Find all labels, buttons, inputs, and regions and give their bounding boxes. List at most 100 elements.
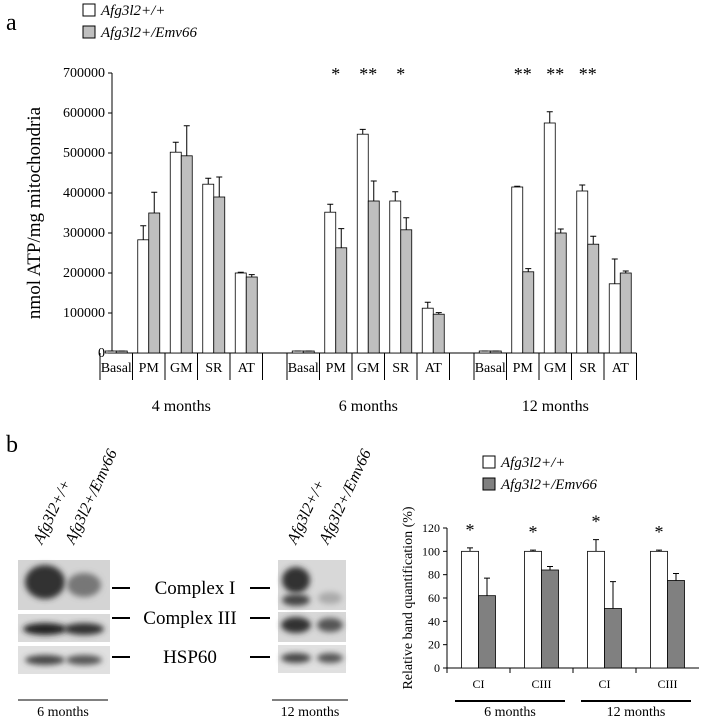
bar <box>461 550 479 669</box>
error-bar <box>327 203 334 213</box>
bar <box>148 212 161 354</box>
blot-band <box>25 565 65 599</box>
blot-band <box>281 617 311 633</box>
x-tick-label: CIII <box>658 677 678 691</box>
lane-label: Afg3l2+/Emv66 <box>316 447 375 548</box>
y-tick-label: 120 <box>422 521 440 535</box>
error-bar <box>590 235 597 245</box>
age-label: 12 months <box>281 705 340 720</box>
y-axis-title: nmol ATP/mg mitochondria <box>24 106 45 319</box>
blot-band <box>67 573 101 597</box>
bar <box>587 243 600 354</box>
legend-swatch <box>482 477 496 491</box>
x-tick-label: CI <box>599 677 611 691</box>
bar <box>524 550 542 669</box>
y-tick-label: 700000 <box>63 66 105 81</box>
x-tick-label: AT <box>612 361 630 376</box>
blot-band <box>317 653 343 663</box>
blot-band <box>23 623 67 635</box>
y-tick-label: 80 <box>428 568 440 582</box>
significance-label: * <box>466 520 475 540</box>
band-label: Complex I <box>155 578 236 599</box>
x-tick-label: SR <box>579 361 597 376</box>
bar <box>367 200 380 354</box>
bar <box>522 271 535 354</box>
bar <box>511 186 524 354</box>
bar <box>608 283 621 354</box>
band-label: HSP60 <box>163 647 217 668</box>
y-tick-label: 500000 <box>63 146 105 161</box>
significance-label: * <box>592 512 601 532</box>
bar <box>389 200 402 354</box>
error-bar <box>579 184 586 191</box>
y-tick-label: 200000 <box>63 266 105 281</box>
x-tick-label: GM <box>170 361 193 376</box>
y-tick-label: 0 <box>98 346 105 361</box>
bar <box>169 151 182 354</box>
bar <box>400 229 413 354</box>
error-bar <box>183 125 190 156</box>
x-tick-label: CIII <box>532 677 552 691</box>
bar <box>421 307 434 354</box>
lane-label: Afg3l2+/Emv66 <box>62 447 121 548</box>
x-tick-label: SR <box>205 361 223 376</box>
band-label: Complex III <box>143 608 236 629</box>
bar <box>432 313 445 354</box>
error-bar <box>673 573 679 581</box>
x-tick-label: Basal <box>475 361 506 376</box>
x-tick-label: Basal <box>288 361 319 376</box>
significance-label: * <box>655 522 664 542</box>
bar <box>541 569 559 669</box>
blot-band <box>25 655 65 665</box>
error-bar <box>172 141 179 153</box>
error-bar <box>484 577 490 596</box>
error-bar <box>151 191 158 213</box>
error-bar <box>610 581 616 609</box>
x-tick-label: GM <box>357 361 380 376</box>
legend-swatch <box>82 3 96 17</box>
group-label: 12 months <box>607 705 666 720</box>
error-bar <box>424 301 431 309</box>
x-tick-label: PM <box>326 361 347 376</box>
bar <box>576 190 589 354</box>
bar <box>619 272 632 354</box>
x-tick-label: GM <box>544 361 567 376</box>
bar <box>650 550 668 669</box>
panel-label: a <box>6 10 17 36</box>
error-bar <box>216 176 223 197</box>
group-label: 6 months <box>339 398 398 415</box>
error-bar <box>467 547 473 552</box>
x-tick-label: PM <box>139 361 160 376</box>
x-tick-label: AT <box>425 361 443 376</box>
x-tick-label: Basal <box>101 361 132 376</box>
legend-swatch <box>82 25 96 39</box>
blot-images <box>18 560 348 701</box>
y-tick-label: 400000 <box>63 186 105 201</box>
error-bar <box>546 111 553 123</box>
bar <box>667 580 685 669</box>
error-bar <box>392 191 399 201</box>
bar <box>554 232 567 354</box>
error-bar <box>370 180 377 201</box>
significance-label: ** <box>514 64 532 84</box>
age-label: 6 months <box>37 705 89 720</box>
y-tick-label: 100 <box>422 544 440 558</box>
bar <box>202 183 215 354</box>
group-label: 12 months <box>522 398 589 415</box>
error-bar <box>338 228 345 248</box>
legend-label: Afg3l2+/+ <box>500 455 565 471</box>
bar <box>213 196 226 354</box>
bar <box>604 608 622 669</box>
significance-label: ** <box>359 64 377 84</box>
error-bar <box>403 217 410 230</box>
blot-band <box>318 592 342 604</box>
legend-label: Afg3l2+/Emv66 <box>100 25 197 41</box>
bar <box>324 211 337 354</box>
y-tick-label: 0 <box>434 661 440 675</box>
bar <box>543 122 556 354</box>
group-label: 4 months <box>152 398 211 415</box>
x-tick-label: AT <box>238 361 256 376</box>
bar <box>137 239 150 354</box>
y-tick-label: 40 <box>428 614 440 628</box>
